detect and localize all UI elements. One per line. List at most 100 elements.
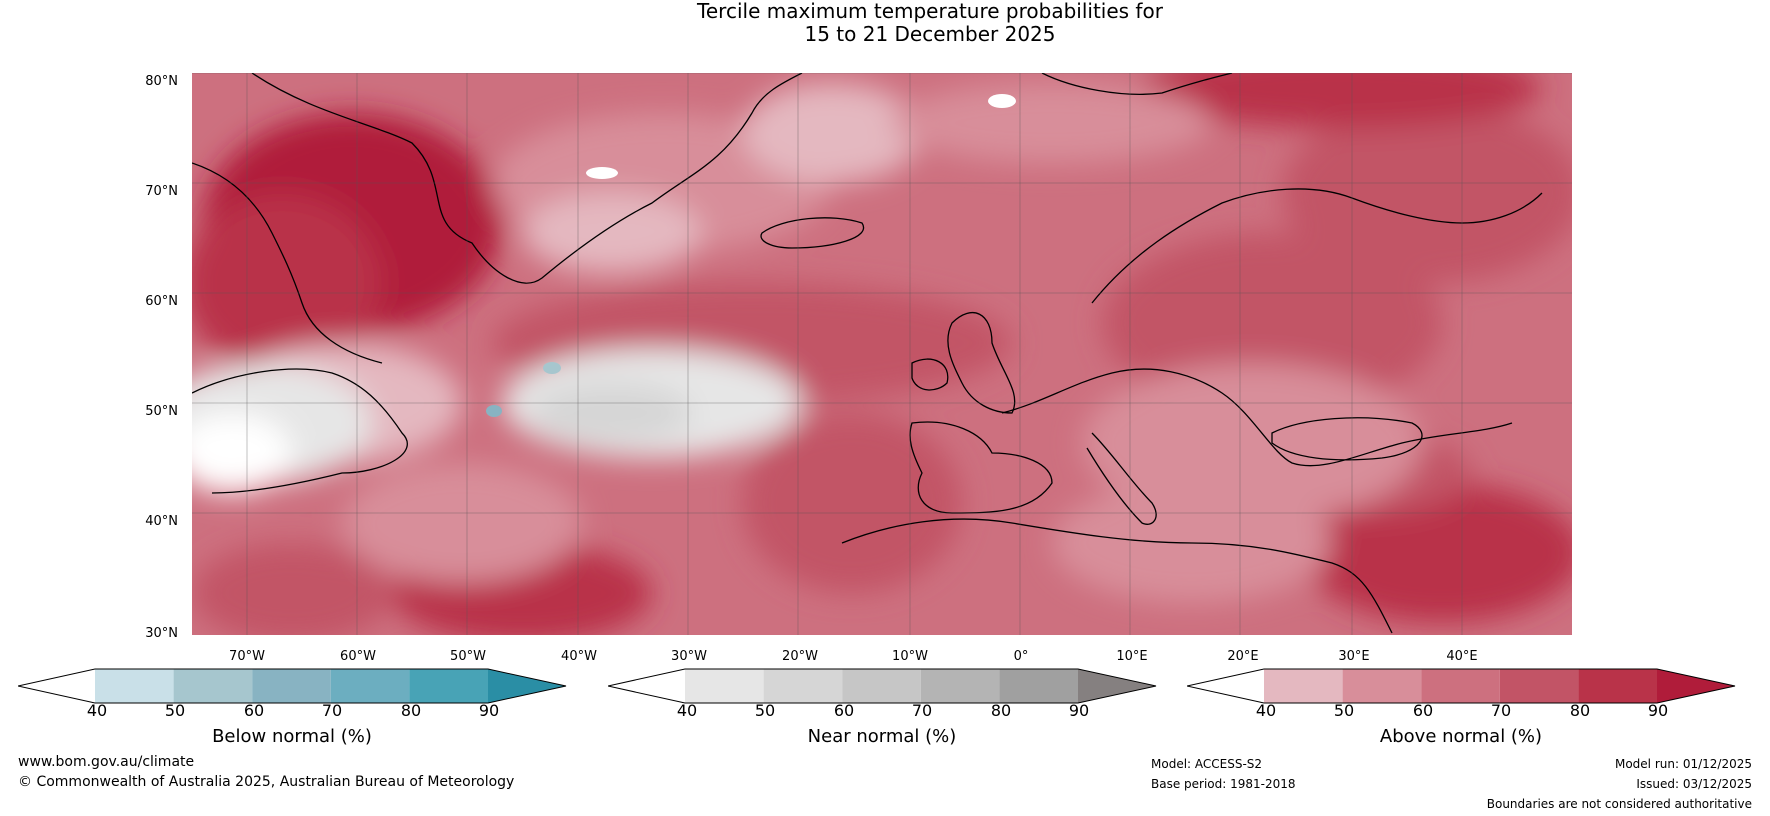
colorbar-tick: 90 <box>1068 701 1090 720</box>
colorbar-segment <box>173 669 253 703</box>
map-canvas <box>192 73 1572 635</box>
coast-iceland <box>760 217 865 249</box>
lon-label: 30°W <box>671 649 707 664</box>
colorbar-label-above: Above normal (%) <box>1379 726 1543 747</box>
lon-label: 40°E <box>1446 649 1478 664</box>
colorbar-below-graphic <box>17 668 567 704</box>
colorbar-tick: 80 <box>400 701 422 720</box>
region-labrador-sea <box>192 193 382 373</box>
coast-britain <box>947 311 1016 414</box>
region-iberia-west <box>742 413 962 593</box>
colorbar-above-normal <box>1186 668 1737 708</box>
coast-labrador <box>192 368 408 494</box>
colorbar-segment <box>842 669 921 703</box>
region-arctic-east <box>1142 73 1542 128</box>
colorbar-tick: 90 <box>478 701 500 720</box>
colorbar-segment <box>1187 669 1264 703</box>
lon-label: 30°E <box>1338 649 1370 664</box>
colorbar-segment <box>1342 669 1422 703</box>
colorbar-segment <box>685 669 764 703</box>
colorbar-label-below: Below normal (%) <box>212 726 372 747</box>
coast-norway <box>1091 188 1543 304</box>
colorbar-segment <box>1078 669 1156 703</box>
colorbar-tick: 80 <box>1569 701 1591 720</box>
colorbar-tick: 40 <box>676 701 698 720</box>
region-below-normal-2 <box>486 405 502 417</box>
colorbar-segment <box>95 669 174 703</box>
coast-italy <box>1086 432 1157 525</box>
boundary-disclaimer: Boundaries are not considered authoritat… <box>1486 797 1752 811</box>
colorbar-tick: 40 <box>86 701 108 720</box>
colorbar-tick: 60 <box>1412 701 1434 720</box>
colorbar-tick: 70 <box>1490 701 1512 720</box>
lon-label: 20°E <box>1227 649 1259 664</box>
colorbar-tick: 60 <box>833 701 855 720</box>
model-run-date: Model run: 01/12/2025 <box>1614 757 1752 771</box>
map-title: Tercile maximum temperature probabilitie… <box>0 0 1770 46</box>
website-link[interactable]: www.bom.gov.au/climate <box>18 754 195 770</box>
lat-label: 70°N <box>145 184 178 199</box>
title-line-1: Tercile maximum temperature probabilitie… <box>697 0 1163 23</box>
colorbar-tick: 50 <box>754 701 776 720</box>
lon-label: 0° <box>1013 649 1029 664</box>
colorbar-segment <box>18 669 95 703</box>
colorbar-segment <box>488 669 566 703</box>
region-nw-atlantic-light <box>342 463 582 583</box>
lon-label: 10°W <box>892 649 928 664</box>
region-scandinavia <box>1102 233 1442 413</box>
colorbar-segment <box>252 669 331 703</box>
region-south-west <box>192 543 392 635</box>
region-greenland-lighter <box>522 193 702 273</box>
colorbar-tick: 70 <box>911 701 933 720</box>
model-name: Model: ACCESS-S2 <box>1151 757 1263 771</box>
colorbar-segment <box>608 669 685 703</box>
lat-label: 40°N <box>145 514 178 529</box>
region-white-spot-1 <box>988 94 1016 108</box>
coast-ireland <box>911 358 949 391</box>
lon-label: 20°W <box>782 649 818 664</box>
coast-svalbard <box>1041 73 1233 95</box>
colorbar-above-graphic <box>1186 668 1736 704</box>
region-near-normal-core <box>532 383 692 443</box>
region-middle-east <box>1302 483 1572 623</box>
colorbar-segment <box>330 669 410 703</box>
region-arctic-light <box>892 83 1212 163</box>
region-iceland-light <box>742 83 922 183</box>
lon-label: 70°W <box>229 649 265 664</box>
probability-map <box>192 73 1572 635</box>
lon-label: 50°W <box>450 649 486 664</box>
colorbar-segment <box>409 669 488 703</box>
lon-label: 40°W <box>561 649 597 664</box>
colorbar-label-near: Near normal (%) <box>807 726 957 747</box>
graticule <box>192 73 1572 635</box>
colorbar-tick: 80 <box>990 701 1012 720</box>
colorbar-segment <box>1264 669 1343 703</box>
title-line-2: 15 to 21 December 2025 <box>804 22 1056 46</box>
lat-label: 50°N <box>145 404 178 419</box>
copyright-text: © Commonwealth of Australia 2025, Austra… <box>18 774 515 790</box>
region-white-canada <box>192 413 292 493</box>
coast-greenland <box>251 73 803 284</box>
coast-black-sea <box>1271 417 1423 461</box>
region-russia-north <box>1282 103 1572 283</box>
region-central-europe <box>1082 363 1422 523</box>
colorbar-segment <box>1578 669 1657 703</box>
lon-label: 10°E <box>1116 649 1148 664</box>
colorbar-tick: 70 <box>321 701 343 720</box>
colorbar-segment <box>1499 669 1579 703</box>
lat-label: 60°N <box>145 294 178 309</box>
colorbar-tick: 60 <box>243 701 265 720</box>
colorbar-tick: 40 <box>1255 701 1277 720</box>
colorbar-segment <box>1421 669 1500 703</box>
colorbar-segment <box>763 669 843 703</box>
coast-europe <box>1001 368 1513 467</box>
region-below-normal-1 <box>543 362 561 374</box>
colorbar-segment <box>1657 669 1735 703</box>
lon-label: 60°W <box>340 649 376 664</box>
colorbar-segment <box>999 669 1078 703</box>
lat-label: 80°N <box>145 74 178 89</box>
lat-label: 30°N <box>145 626 178 641</box>
region-white-spot-2 <box>586 167 618 179</box>
colorbar-near-graphic <box>607 668 1157 704</box>
base-period: Base period: 1981-2018 <box>1151 777 1296 791</box>
